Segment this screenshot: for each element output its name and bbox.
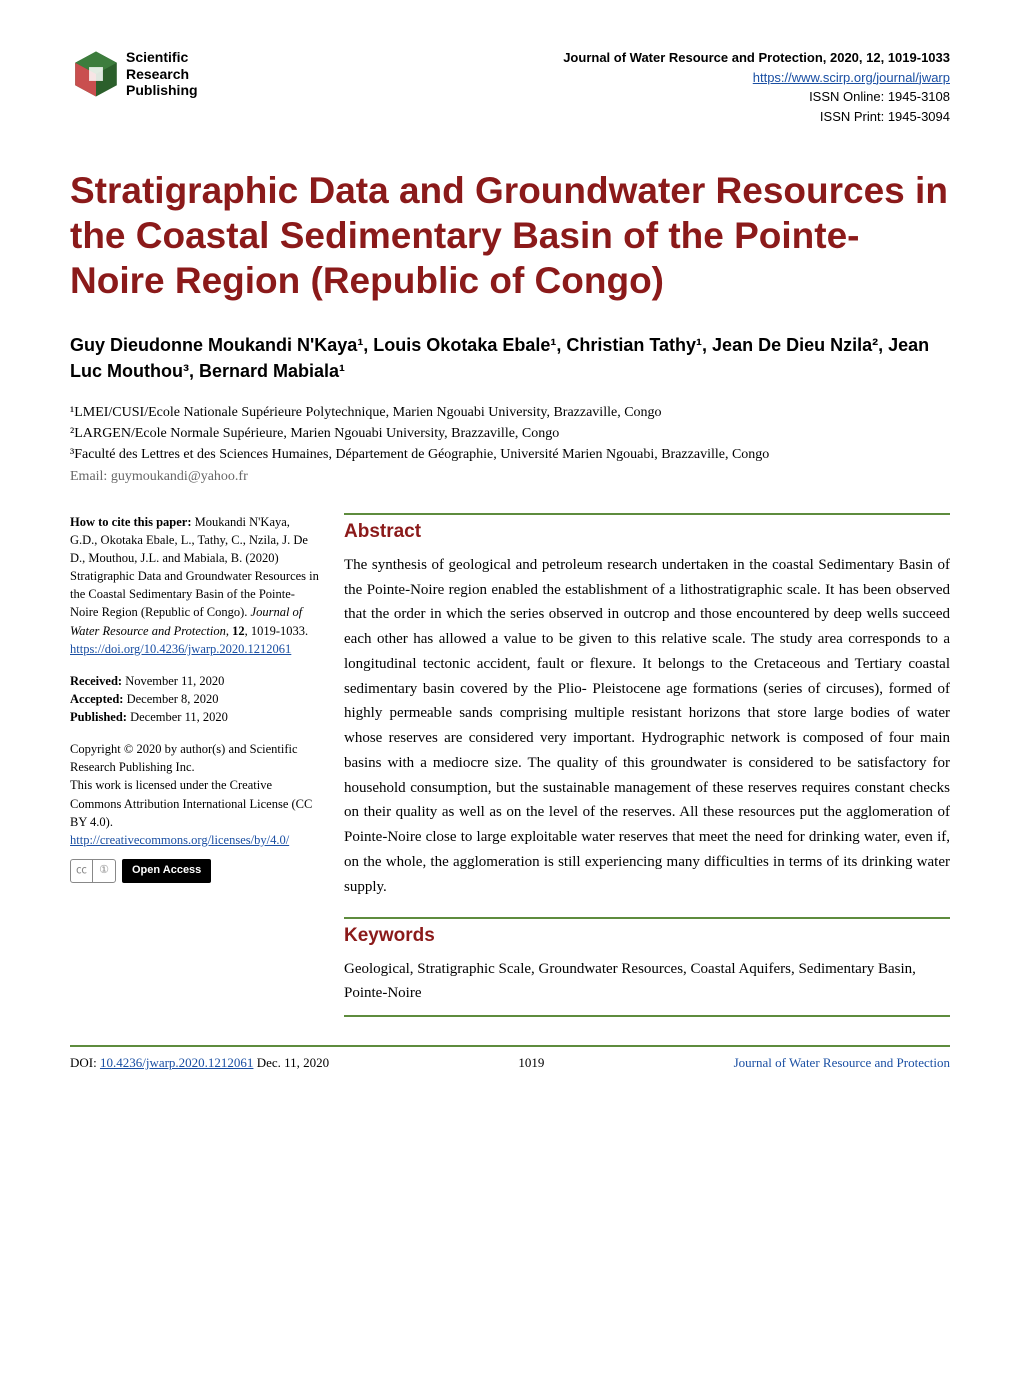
cite-pages: 1019-1033. <box>251 624 308 638</box>
affiliation-1: ¹LMEI/CUSI/Ecole Nationale Supérieure Po… <box>70 402 950 423</box>
citation-block: How to cite this paper: Moukandi N'Kaya,… <box>70 513 320 658</box>
cite-text: Moukandi N'Kaya, G.D., Okotaka Ebale, L.… <box>70 515 319 620</box>
journal-meta: Journal of Water Resource and Protection… <box>563 48 950 126</box>
affiliation-3: ³Faculté des Lettres et des Sciences Hum… <box>70 444 950 465</box>
content-columns: How to cite this paper: Moukandi N'Kaya,… <box>70 513 950 1018</box>
cc-badge: ㏄ ① Open Access <box>70 859 320 883</box>
footer-doi-label: DOI: <box>70 1055 100 1070</box>
cite-label: How to cite this paper: <box>70 515 192 529</box>
copyright-block: Copyright © 2020 by author(s) and Scient… <box>70 740 320 849</box>
copyright-line-1: Copyright © 2020 by author(s) and Scient… <box>70 740 320 776</box>
cite-vol: , 12, <box>226 624 251 638</box>
publisher-logo: Scientific Research Publishing <box>70 48 198 100</box>
open-access-badge: Open Access <box>122 859 211 883</box>
citation-doi-link[interactable]: https://doi.org/10.4236/jwarp.2020.12120… <box>70 642 291 656</box>
publisher-name: Scientific Research Publishing <box>126 49 198 99</box>
article-title: Stratigraphic Data and Groundwater Resou… <box>70 168 950 303</box>
published-date: December 11, 2020 <box>127 710 228 724</box>
footer-journal: Journal of Water Resource and Protection <box>734 1055 950 1071</box>
logo-hex-icon <box>70 48 122 100</box>
cc-license-link[interactable]: http://creativecommons.org/licenses/by/4… <box>70 833 289 847</box>
footer-doi[interactable]: 10.4236/jwarp.2020.1212061 <box>100 1055 253 1070</box>
logo-line-2: Research <box>126 66 198 83</box>
page-header: Scientific Research Publishing Journal o… <box>70 48 950 126</box>
affiliations: ¹LMEI/CUSI/Ecole Nationale Supérieure Po… <box>70 402 950 465</box>
journal-url[interactable]: https://www.scirp.org/journal/jwarp <box>753 70 950 85</box>
received-label: Received: <box>70 674 122 688</box>
corresponding-email: Email: guymoukandi@yahoo.fr <box>70 469 950 485</box>
author-list: Guy Dieudonne Moukandi N'Kaya¹, Louis Ok… <box>70 333 950 383</box>
issn-online: ISSN Online: 1945-3108 <box>563 87 950 107</box>
logo-line-3: Publishing <box>126 82 198 99</box>
page-footer: DOI: 10.4236/jwarp.2020.1212061 Dec. 11,… <box>70 1055 950 1071</box>
copyright-line-2: This work is licensed under the Creative… <box>70 776 320 830</box>
published-label: Published: <box>70 710 127 724</box>
affiliation-2: ²LARGEN/Ecole Normale Supérieure, Marien… <box>70 423 950 444</box>
sidebar: How to cite this paper: Moukandi N'Kaya,… <box>70 513 320 1018</box>
footer-rule <box>70 1045 950 1047</box>
accepted-date: December 8, 2020 <box>123 692 218 706</box>
cc-icon: ㏄ <box>71 860 93 882</box>
footer-left: DOI: 10.4236/jwarp.2020.1212061 Dec. 11,… <box>70 1055 329 1071</box>
issn-print: ISSN Print: 1945-3094 <box>563 107 950 127</box>
keywords-rule <box>344 1015 950 1017</box>
abstract-heading: Abstract <box>344 513 950 543</box>
footer-date: Dec. 11, 2020 <box>253 1055 329 1070</box>
main-column: Abstract The synthesis of geological and… <box>344 513 950 1018</box>
cc-icons: ㏄ ① <box>70 859 116 883</box>
received-date: November 11, 2020 <box>122 674 224 688</box>
accepted-label: Accepted: <box>70 692 123 706</box>
by-icon: ① <box>93 860 115 882</box>
keywords-text: Geological, Stratigraphic Scale, Groundw… <box>344 957 950 1005</box>
footer-page: 1019 <box>518 1055 544 1071</box>
abstract-text: The synthesis of geological and petroleu… <box>344 553 950 900</box>
dates-block: Received: November 11, 2020 Accepted: De… <box>70 672 320 726</box>
logo-line-1: Scientific <box>126 49 198 66</box>
keywords-heading: Keywords <box>344 917 950 947</box>
journal-citation: Journal of Water Resource and Protection… <box>563 48 950 68</box>
